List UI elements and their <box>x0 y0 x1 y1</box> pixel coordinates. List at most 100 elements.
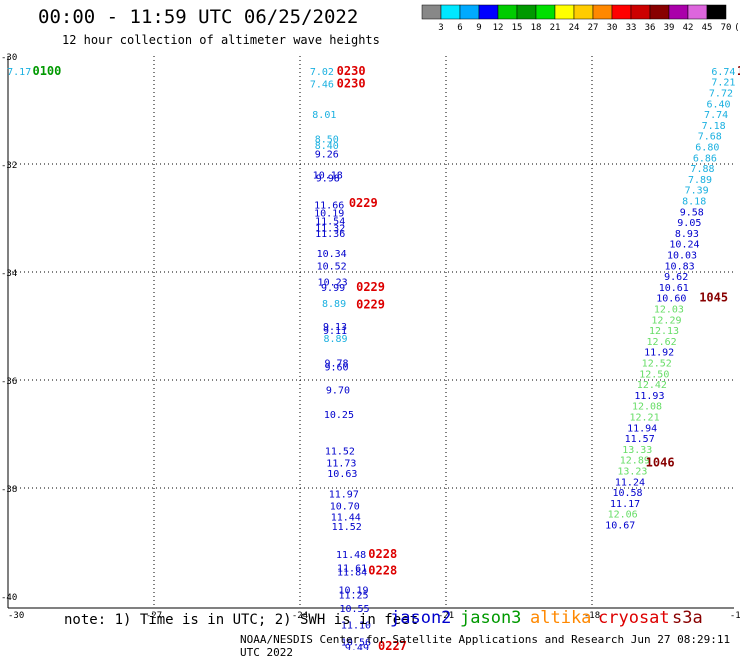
wave-height-point: 9.26 <box>315 150 339 161</box>
colorbar-label: 21 <box>550 23 561 33</box>
wave-height-point: 11.61 <box>337 564 367 575</box>
x-tick-label: -15 <box>730 611 740 621</box>
wave-height-point: 6.86 <box>693 153 717 164</box>
wave-height-point: 11.48 <box>336 550 366 561</box>
wave-height-point: 11.36 <box>315 229 345 240</box>
wave-height-point: 10.63 <box>327 469 357 480</box>
legend-entry-s3a: s3a <box>672 608 703 628</box>
time-label: 1 <box>737 64 740 78</box>
colorbar-swatch <box>497 4 518 20</box>
chart-subtitle: 12 hour collection of altimeter wave hei… <box>62 33 380 47</box>
time-label: 0228 <box>368 563 397 577</box>
colorbar-label: 12 <box>493 23 504 33</box>
wave-height-point: 7.21 <box>711 78 735 89</box>
wave-height-point: 13.33 <box>622 445 652 456</box>
colorbar-swatch <box>516 4 537 20</box>
legend-entry-altika: altika <box>530 608 592 628</box>
wave-height-point: 9.13 <box>323 322 347 333</box>
wave-height-point: 10.34 <box>317 249 347 260</box>
wave-height-point: 10.83 <box>665 261 695 272</box>
wave-height-point: 8.89 <box>323 334 347 345</box>
legend-entry-cryosat: cryosat <box>598 608 670 628</box>
time-label: 1045 <box>699 291 728 305</box>
wave-height-point: 8.01 <box>312 110 336 121</box>
wave-height-point: 11.92 <box>644 348 674 359</box>
wave-height-point: 11.10 <box>341 620 371 631</box>
wave-height-point: 10.56 <box>341 638 371 649</box>
colorbar-label: 27 <box>588 23 599 33</box>
wave-height-point: 12.62 <box>647 337 677 348</box>
colorbar-label: 30 <box>607 23 618 33</box>
wave-height-point: 8.89 <box>322 299 346 310</box>
x-tick-label: -18 <box>584 611 600 621</box>
time-label: 0230 <box>337 76 366 90</box>
wave-height-point: 9.99 <box>321 283 345 294</box>
wave-height-point: 9.70 <box>326 386 350 397</box>
wave-height-point: 11.32 <box>315 224 345 235</box>
x-tick-label: -24 <box>292 611 308 621</box>
colorbar-swatch <box>706 4 727 20</box>
wave-height-point: 11.84 <box>337 567 367 578</box>
footer-credit: NOAA/NESDIS Center for Satellite Applica… <box>240 633 731 659</box>
wave-height-point: 12.52 <box>642 359 672 370</box>
wave-height-point: 9.05 <box>677 218 701 229</box>
wave-height-point: 10.25 <box>324 410 354 421</box>
wave-height-point: 10.24 <box>669 240 699 251</box>
colorbar-label: 39 <box>664 23 675 33</box>
y-tick-label: -36 <box>1 377 17 387</box>
wave-height-point: 10.70 <box>330 502 360 513</box>
wave-height-point: 6.80 <box>695 143 719 154</box>
y-tick-label: -34 <box>1 269 17 279</box>
wave-height-point: 6.74 <box>711 67 735 78</box>
colorbar-label: (ft) <box>734 23 740 33</box>
x-tick-label: -27 <box>146 611 162 621</box>
legend-entry-jason3: jason3 <box>460 608 522 628</box>
wave-height-point: 10.23 <box>318 278 348 289</box>
wave-height-point: 11.97 <box>329 490 359 501</box>
units-note: note: 1) Time is in UTC; 2) SWH is in fe… <box>64 612 419 628</box>
colorbar-label: 36 <box>645 23 656 33</box>
wave-height-point: 13.23 <box>617 467 647 478</box>
legend-entry-jason2: jason2 <box>390 608 452 628</box>
wave-height-point: 11.52 <box>325 447 355 458</box>
wave-height-point: 9.60 <box>324 362 348 373</box>
wave-height-point: 8.40 <box>315 141 339 152</box>
time-label: 0228 <box>368 547 397 561</box>
colorbar-swatch <box>459 4 480 20</box>
x-tick-label: -30 <box>8 611 24 621</box>
wave-height-point: 11.54 <box>315 216 345 227</box>
wave-height-point: 11.44 <box>331 512 361 523</box>
wave-height-point: 10.03 <box>667 251 697 262</box>
colorbar-label: 18 <box>531 23 542 33</box>
wave-height-point: 10.55 <box>339 604 369 615</box>
colorbar-swatch <box>440 4 461 20</box>
wave-height-point: 10.19 <box>314 208 344 219</box>
colorbar-swatch <box>592 4 613 20</box>
wave-height-point: 12.29 <box>651 315 681 326</box>
colorbar-label: 42 <box>683 23 694 33</box>
time-label: 0229 <box>349 196 378 210</box>
wave-height-point: 11.24 <box>615 477 645 488</box>
wave-height-point: 9.62 <box>664 272 688 283</box>
wave-height-point: 10.61 <box>659 283 689 294</box>
colorbar-label: 33 <box>626 23 637 33</box>
wave-height-point: 11.57 <box>625 434 655 445</box>
y-tick-label: -30 <box>1 53 17 63</box>
colorbar-swatch <box>478 4 499 20</box>
time-label: 0100 <box>32 64 61 78</box>
time-label: 0230 <box>337 64 366 78</box>
wave-height-point: 7.72 <box>709 89 733 100</box>
colorbar-label: 9 <box>476 23 481 33</box>
wave-height-point: 12.21 <box>630 413 660 424</box>
wave-height-point: 11.93 <box>634 391 664 402</box>
colorbar-label: 24 <box>569 23 580 33</box>
y-tick-label: -40 <box>1 593 17 603</box>
wave-height-point: 11.17 <box>610 499 640 510</box>
colorbar-label: 6 <box>457 23 462 33</box>
wave-height-point: 10.18 <box>313 171 343 182</box>
wave-height-point: 12.06 <box>608 510 638 521</box>
wave-height-point: 10.52 <box>317 261 347 272</box>
wave-height-point: 10.60 <box>656 294 686 305</box>
colorbar-label: 15 <box>512 23 523 33</box>
